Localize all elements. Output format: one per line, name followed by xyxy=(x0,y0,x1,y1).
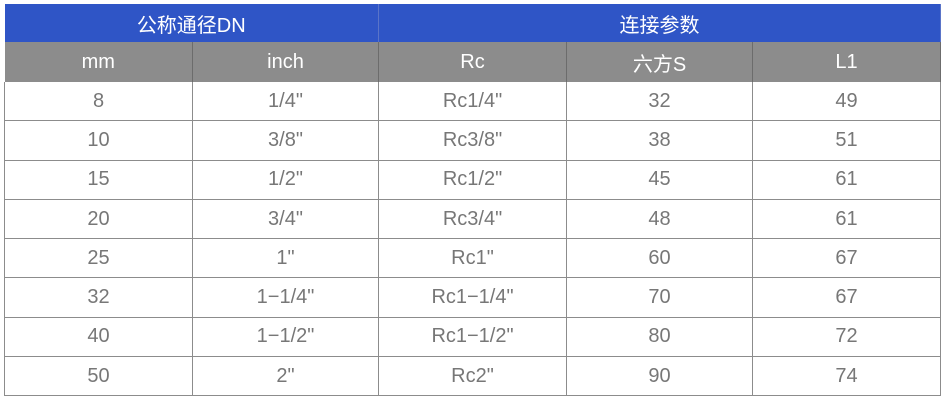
table-row: 25 1" Rc1" 60 67 xyxy=(4,238,942,279)
table-row: 8 1/4" Rc1/4" 32 49 xyxy=(4,82,942,122)
table-cell: 45 xyxy=(566,160,754,200)
table-cell: 72 xyxy=(752,317,942,358)
column-header-inch: inch xyxy=(192,42,380,82)
table-cell: 74 xyxy=(752,356,942,397)
column-header-l1: L1 xyxy=(752,42,942,82)
table-cell: 10 xyxy=(4,120,193,161)
table-cell: 38 xyxy=(566,120,754,161)
table-cell: 61 xyxy=(752,160,942,200)
table-cell: 80 xyxy=(566,317,754,358)
table-row: 40 1−1/2" Rc1−1/2" 80 72 xyxy=(4,317,942,358)
table-cell: 1−1/4" xyxy=(192,277,380,318)
table-cell: 1−1/2" xyxy=(192,317,380,358)
table-cell: Rc2" xyxy=(378,356,568,397)
table-cell: 67 xyxy=(752,277,942,318)
table-cell: 51 xyxy=(752,120,942,161)
table-cell: 3/4" xyxy=(192,199,380,240)
table-cell: Rc3/8" xyxy=(378,120,568,161)
table-cell: 1" xyxy=(192,238,380,279)
column-header-rc: Rc xyxy=(378,42,568,82)
table-row: 32 1−1/4" Rc1−1/4" 70 67 xyxy=(4,277,942,318)
table-row: 50 2" Rc2" 90 74 xyxy=(4,356,942,397)
spec-table: 公称通径DN 连接参数 mm inch Rc 六方S L1 8 1/4" Rc1/4… xyxy=(4,4,942,397)
table-cell: 61 xyxy=(752,199,942,240)
table-cell: 1/2" xyxy=(192,160,380,200)
column-header-mm: mm xyxy=(4,42,193,82)
table-cell: 8 xyxy=(4,82,193,122)
table-cell: Rc1−1/2" xyxy=(378,317,568,358)
table-cell: 32 xyxy=(566,82,754,122)
table-cell: 67 xyxy=(752,238,942,279)
table-cell: 60 xyxy=(566,238,754,279)
table-cell: 15 xyxy=(4,160,193,200)
group-header-nominal-diameter: 公称通径DN xyxy=(4,4,380,42)
group-header-row: 公称通径DN 连接参数 xyxy=(4,4,942,42)
table-cell: 48 xyxy=(566,199,754,240)
group-header-connection-params: 连接参数 xyxy=(378,4,942,42)
table-cell: 1/4" xyxy=(192,82,380,122)
table-cell: 3/8" xyxy=(192,120,380,161)
table-cell: 90 xyxy=(566,356,754,397)
table-row: 20 3/4" Rc3/4" 48 61 xyxy=(4,199,942,240)
table-cell: Rc1/4" xyxy=(378,82,568,122)
column-header-row: mm inch Rc 六方S L1 xyxy=(4,42,942,82)
table-cell: 49 xyxy=(752,82,942,122)
table-cell: Rc1/2" xyxy=(378,160,568,200)
table-cell: 50 xyxy=(4,356,193,397)
table-cell: 20 xyxy=(4,199,193,240)
table-cell: Rc1" xyxy=(378,238,568,279)
table-cell: 70 xyxy=(566,277,754,318)
table-cell: Rc1−1/4" xyxy=(378,277,568,318)
table-row: 15 1/2" Rc1/2" 45 61 xyxy=(4,160,942,200)
table-cell: 32 xyxy=(4,277,193,318)
table-cell: 2" xyxy=(192,356,380,397)
column-header-hex-s: 六方S xyxy=(566,42,754,82)
table-cell: 25 xyxy=(4,238,193,279)
table-cell: 40 xyxy=(4,317,193,358)
table-row: 10 3/8" Rc3/8" 38 51 xyxy=(4,120,942,161)
table-cell: Rc3/4" xyxy=(378,199,568,240)
